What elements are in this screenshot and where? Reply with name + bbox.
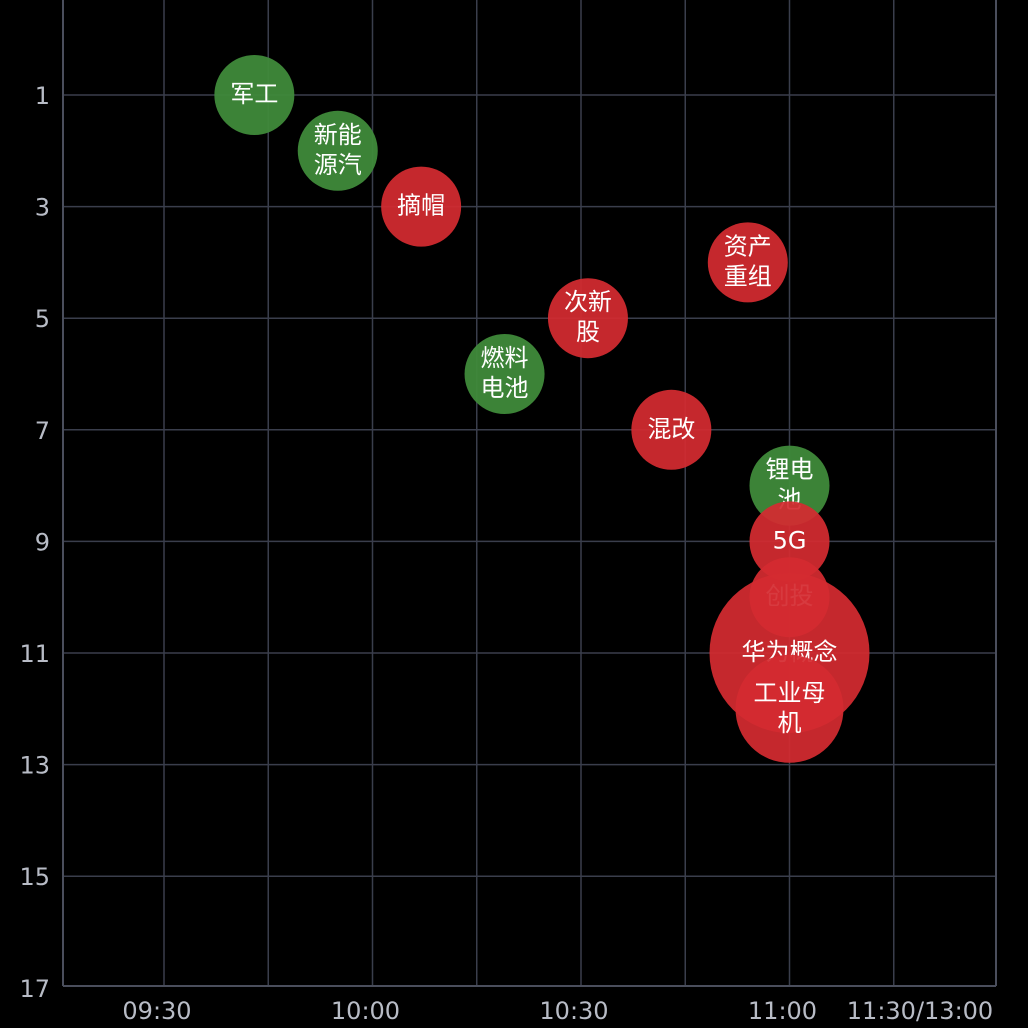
y-tick-label: 1 [35, 82, 50, 110]
bubble-label: 股 [576, 318, 600, 346]
bubble[interactable]: 混改 [631, 389, 712, 470]
y-tick-label: 7 [35, 417, 50, 445]
bubble-circle [749, 501, 830, 582]
bubble-label: 机 [778, 709, 802, 737]
bubble-label: 摘帽 [397, 192, 445, 220]
bubble-label: 锂电 [766, 456, 814, 484]
bubble-label: 电池 [481, 374, 529, 402]
bubble[interactable]: 军工 [214, 55, 295, 135]
bubble-circle [214, 55, 295, 135]
y-tick-label: 17 [19, 975, 50, 1003]
bubble-circle [381, 166, 462, 247]
bubble-label: 重组 [724, 262, 772, 290]
bubble-circle [735, 654, 844, 763]
y-tick-label: 9 [35, 528, 50, 556]
bubble[interactable]: 摘帽 [381, 166, 462, 247]
bubbles: 军工新能源汽摘帽资产重组次新股燃料电池混改锂电池5G创投华为概念工业母机 [214, 55, 870, 763]
bubble-label: 5G [773, 526, 807, 554]
y-tick-label: 15 [19, 863, 50, 891]
y-tick-label: 5 [35, 305, 50, 333]
x-tick-label: 11:30/13:00 [847, 997, 993, 1023]
bubble-label: 工业母 [754, 679, 826, 707]
bubble-circle [547, 278, 628, 359]
y-tick-label: 13 [19, 752, 50, 780]
bubble[interactable]: 锂电池 [749, 445, 830, 526]
bubble-circle [707, 222, 788, 303]
bubble-circle [749, 445, 830, 526]
bubble[interactable]: 次新股 [547, 278, 628, 359]
grid [63, 0, 996, 986]
bubble-label: 军工 [230, 80, 278, 108]
bubble-label: 资产 [724, 232, 772, 260]
x-tick-label: 10:00 [331, 997, 400, 1023]
axes [62, 0, 997, 987]
bubble-label: 新能 [314, 121, 362, 149]
bubble-circle [297, 110, 378, 191]
x-tick-label: 10:30 [539, 997, 608, 1023]
bubble-circle [631, 389, 712, 470]
x-tick-label: 09:30 [122, 997, 191, 1023]
y-tick-label: 11 [19, 640, 50, 668]
bubble-label: 混改 [647, 415, 695, 443]
x-tick-label: 11:00 [748, 997, 817, 1023]
bubble[interactable]: 5G [749, 501, 830, 582]
y-tick-label: 3 [35, 194, 50, 222]
bubble-label: 燃料 [481, 344, 529, 372]
bubble-label: 次新 [564, 288, 612, 316]
bubble-circle [464, 334, 545, 414]
bubble-label: 源汽 [314, 151, 362, 179]
